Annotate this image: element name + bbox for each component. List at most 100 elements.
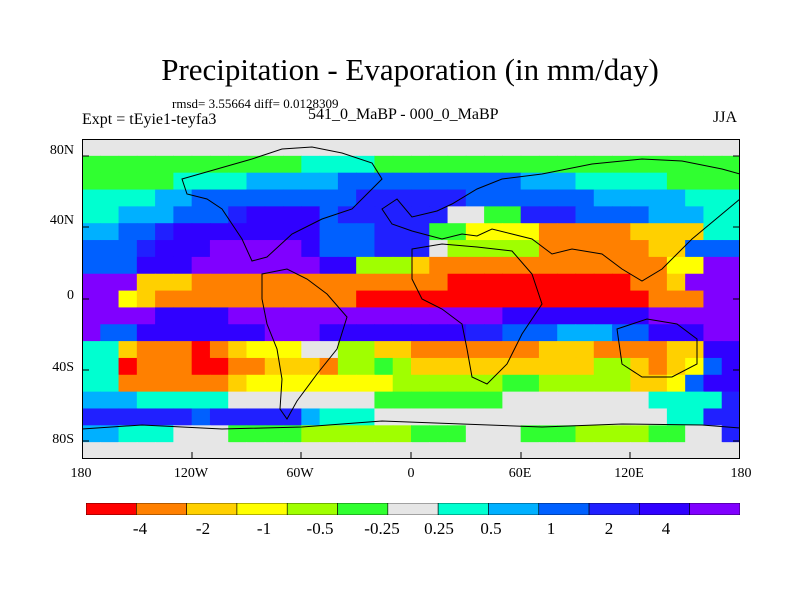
- heatmap-cell: [337, 172, 357, 191]
- heatmap-cell: [356, 425, 376, 443]
- heatmap-cell: [666, 172, 686, 191]
- heatmap-cell: [319, 374, 339, 393]
- heatmap-cell: [575, 408, 595, 426]
- heatmap-cell: [173, 155, 193, 174]
- heatmap-cell: [155, 324, 174, 342]
- heatmap-cell: [191, 139, 211, 157]
- heatmap-cell: [502, 273, 522, 292]
- heatmap-cell: [337, 273, 357, 292]
- colorbar-box: [538, 503, 590, 515]
- heatmap-cell: [411, 341, 430, 359]
- heatmap-cell: [721, 307, 740, 325]
- heatmap-cell: [392, 391, 412, 410]
- heatmap-cell: [374, 307, 394, 325]
- heatmap-cell: [301, 139, 321, 157]
- heatmap-cell: [648, 324, 668, 342]
- heatmap-cell: [575, 172, 595, 191]
- stats-text: rmsd= 3.55664 diff= 0.0128309: [172, 96, 339, 111]
- heatmap-cell: [685, 290, 705, 309]
- heatmap-cell: [392, 206, 412, 224]
- heatmap-cell: [612, 307, 631, 325]
- heatmap-cell: [301, 240, 321, 258]
- heatmap-cell: [612, 139, 631, 157]
- heatmap-cell: [392, 223, 412, 241]
- heatmap-cell: [337, 256, 357, 275]
- heatmap-cell: [173, 223, 193, 241]
- heatmap-cell: [593, 139, 613, 157]
- heatmap-cell: [465, 240, 485, 258]
- heatmap-cell: [301, 223, 321, 241]
- heatmap-cell: [173, 240, 193, 258]
- heatmap-cell: [411, 240, 430, 258]
- heatmap-cell: [155, 357, 174, 376]
- heatmap-cell: [118, 206, 138, 224]
- heatmap-cell: [630, 442, 650, 459]
- heatmap-cell: [575, 357, 595, 376]
- heatmap-cell: [283, 240, 302, 258]
- heatmap-cell: [374, 341, 394, 359]
- heatmap-cell: [283, 341, 302, 359]
- heatmap-cell: [484, 341, 503, 359]
- colorbar-box: [286, 503, 338, 515]
- heatmap-cell: [337, 408, 357, 426]
- heatmap-cell: [82, 206, 101, 224]
- heatmap-cell: [721, 391, 740, 410]
- x-tick-180w: 180: [70, 466, 92, 481]
- heatmap-cell: [301, 425, 321, 443]
- heatmap-cell: [685, 374, 705, 393]
- heatmap-cell: [520, 357, 540, 376]
- heatmap-cell: [283, 290, 302, 309]
- heatmap-cell: [100, 374, 120, 393]
- colorbar: [86, 503, 740, 515]
- heatmap-cell: [447, 172, 467, 191]
- heatmap-cell: [648, 240, 668, 258]
- heatmap-cell: [82, 307, 101, 325]
- heatmap-cell: [228, 206, 248, 224]
- heatmap-cell: [337, 357, 357, 376]
- heatmap-cell: [447, 206, 467, 224]
- heatmap-cell: [666, 307, 686, 325]
- heatmap-cell: [264, 391, 284, 410]
- heatmap-cell: [721, 223, 740, 241]
- heatmap-cell: [575, 139, 595, 157]
- heatmap-cell: [264, 273, 284, 292]
- heatmap-cell: [502, 374, 522, 393]
- heatmap-cell: [319, 307, 339, 325]
- heatmap-cell: [374, 155, 394, 174]
- heatmap-cell: [356, 273, 376, 292]
- heatmap-cell: [593, 391, 613, 410]
- heatmap-cell: [118, 273, 138, 292]
- heatmap-cell: [429, 290, 449, 309]
- heatmap-cell: [283, 425, 302, 443]
- heatmap-cell: [666, 290, 686, 309]
- heatmap-cell: [447, 155, 467, 174]
- heatmap-cell: [484, 189, 503, 207]
- heatmap-cell: [319, 425, 339, 443]
- heatmap-cell: [100, 206, 120, 224]
- heatmap-cell: [612, 189, 631, 207]
- heatmap-cell: [411, 391, 430, 410]
- heatmap-cell: [447, 139, 467, 157]
- heatmap-cell: [100, 391, 120, 410]
- heatmap-cell: [392, 256, 412, 275]
- heatmap-cell: [319, 290, 339, 309]
- heatmap-cell: [575, 240, 595, 258]
- colorbar-box: [86, 503, 137, 515]
- heatmap-cell: [136, 189, 156, 207]
- heatmap-cell: [630, 256, 650, 275]
- heatmap-cell: [136, 273, 156, 292]
- heatmap-cell: [557, 391, 577, 410]
- heatmap-cell: [447, 374, 467, 393]
- heatmap-cell: [136, 374, 156, 393]
- heatmap-cell: [319, 189, 339, 207]
- heatmap-cell: [228, 256, 248, 275]
- heatmap-cell: [465, 391, 485, 410]
- heatmap-cell: [246, 189, 266, 207]
- colorbar-label: 0.5: [480, 519, 502, 538]
- heatmap-cell: [721, 374, 740, 393]
- heatmap-cell: [173, 206, 193, 224]
- heatmap-cell: [703, 357, 723, 376]
- heatmap-cell: [301, 155, 321, 174]
- heatmap-cell: [484, 273, 503, 292]
- heatmap-cell: [593, 425, 613, 443]
